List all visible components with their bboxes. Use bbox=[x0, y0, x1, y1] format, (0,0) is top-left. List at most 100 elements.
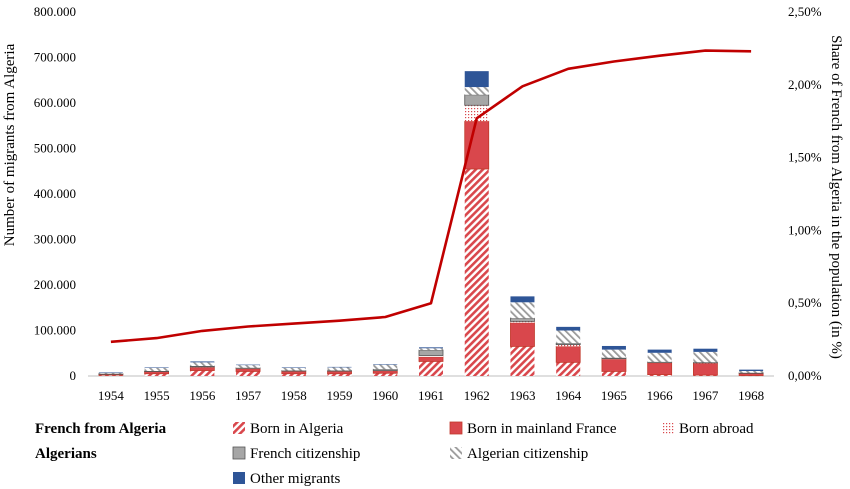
bar-segment-algerian-citizenship bbox=[373, 364, 398, 370]
y2-axis-ticks: 0,00% 0,50% 1,00% 1,50% 2,00% 2,50% bbox=[788, 4, 822, 383]
y-tick-label: 700.000 bbox=[34, 50, 76, 65]
x-tick-label: 1963 bbox=[509, 388, 535, 403]
bar-segment-born-in-mainland-france bbox=[372, 370, 398, 374]
bar-segment-french-citizenship bbox=[235, 367, 261, 369]
y2-tick-label: 0,00% bbox=[788, 368, 822, 383]
bar-segment-algerian-citizenship bbox=[693, 351, 718, 363]
x-tick-label: 1965 bbox=[601, 388, 627, 403]
bar-segment-born-abroad bbox=[464, 105, 489, 122]
y-tick-label: 200.000 bbox=[34, 277, 76, 292]
bar-segment-born-in-mainland-france bbox=[693, 362, 718, 376]
bar-segment-other-migrants bbox=[464, 71, 489, 88]
x-tick-label: 1967 bbox=[692, 388, 719, 403]
bar-segment-other-migrants bbox=[647, 349, 672, 353]
legend: French from Algeria Algerians Born in Al… bbox=[35, 421, 754, 487]
x-tick-label: 1968 bbox=[738, 388, 764, 403]
legend-label-other-migrants: Other migrants bbox=[250, 471, 341, 487]
legend-swatch-born-abroad bbox=[662, 422, 674, 434]
legend-label-french-citizenship: French citizenship bbox=[250, 446, 360, 462]
bar-segment-other-migrants bbox=[281, 367, 306, 368]
share-line bbox=[110, 49, 752, 344]
x-axis-ticks: 1954 1955 1956 1957 1958 1959 1960 1961 1962 1963… bbox=[98, 388, 764, 403]
bar-segment-other-migrants bbox=[601, 345, 626, 350]
y-tick-label: 600.000 bbox=[34, 95, 76, 110]
y2-tick-label: 1,50% bbox=[788, 150, 822, 165]
bar-segment-french-citizenship bbox=[281, 370, 307, 372]
x-tick-label: 1954 bbox=[98, 388, 125, 403]
bar-segment-other-migrants bbox=[327, 366, 352, 368]
x-tick-label: 1959 bbox=[327, 388, 353, 403]
bar-segment-french-citizenship bbox=[372, 368, 398, 371]
y-tick-label: 300.000 bbox=[34, 232, 76, 247]
bar-segment-born-in-algeria bbox=[144, 373, 169, 376]
legend-swatch-born-in-algeria bbox=[233, 422, 245, 434]
bar-segment-french-citizenship bbox=[693, 361, 718, 364]
bar-segment-french-citizenship bbox=[327, 370, 352, 372]
bar-segment-algerian-citizenship bbox=[601, 349, 626, 358]
bar-segment-french-citizenship bbox=[418, 349, 444, 356]
y-tick-label: 100.000 bbox=[34, 323, 76, 338]
bar-segment-algerian-citizenship bbox=[327, 367, 352, 371]
y-axis-title: Number of migrants from Algeria bbox=[2, 43, 18, 246]
bar-segment-other-migrants bbox=[190, 361, 215, 363]
y-tick-label: 500.000 bbox=[34, 141, 76, 156]
y2-tick-label: 0,50% bbox=[788, 295, 822, 310]
bar-segment-born-in-algeria bbox=[281, 373, 306, 376]
legend-label-born-in-mainland-france: Born in mainland France bbox=[467, 421, 617, 437]
bar-segment-algerian-citizenship bbox=[464, 87, 489, 95]
bar-segment-born-in-algeria bbox=[693, 375, 718, 376]
legend-swatch-other-migrants bbox=[233, 472, 245, 484]
bar-segment-algerian-citizenship bbox=[510, 302, 535, 319]
bar-segment-french-citizenship bbox=[555, 342, 581, 346]
legend-label-algerian-citizenship: Algerian citizenship bbox=[467, 446, 588, 462]
x-tick-label: 1961 bbox=[418, 388, 444, 403]
bar-segment-other-migrants bbox=[693, 348, 718, 352]
bar-segment-other-migrants bbox=[144, 367, 169, 368]
bar-segment-born-abroad bbox=[419, 355, 443, 357]
bars bbox=[98, 71, 764, 377]
share-line-layer bbox=[110, 49, 752, 344]
bar-segment-french-citizenship bbox=[144, 370, 170, 372]
bar-segment-algerian-citizenship bbox=[190, 362, 215, 366]
bar-segment-other-migrants bbox=[556, 326, 581, 331]
bar-segment-born-in-algeria bbox=[510, 346, 535, 376]
bar-segment-algerian-citizenship bbox=[556, 330, 581, 344]
x-tick-label: 1964 bbox=[555, 388, 582, 403]
bar-segment-born-in-algeria bbox=[236, 371, 261, 376]
y-tick-label: 0 bbox=[70, 368, 77, 383]
bar-segment-born-abroad bbox=[510, 321, 535, 323]
bar-segment-algerian-citizenship bbox=[419, 348, 443, 351]
bar-segment-born-in-mainland-france bbox=[510, 322, 535, 347]
y-axis-ticks: 0 100.000 200.000 300.000 400.000 500.000 600.… bbox=[34, 4, 76, 383]
y-tick-label: 400.000 bbox=[34, 186, 76, 201]
bar-segment-born-in-mainland-france bbox=[327, 371, 352, 375]
legend-group-french-from-algeria: French from Algeria bbox=[35, 421, 167, 437]
bar-segment-algerian-citizenship bbox=[647, 352, 672, 362]
bar-segment-french-citizenship bbox=[647, 361, 673, 363]
x-tick-label: 1957 bbox=[235, 388, 262, 403]
bar-segment-born-in-algeria bbox=[327, 373, 352, 376]
bar-segment-algerian-citizenship bbox=[281, 367, 306, 371]
bar-segment-french-citizenship bbox=[601, 357, 627, 360]
bar-segment-algerian-citizenship bbox=[739, 370, 764, 373]
legend-swatch-algerian-citizenship bbox=[450, 447, 462, 459]
bar-segment-born-in-mainland-france bbox=[601, 358, 627, 372]
x-tick-label: 1962 bbox=[464, 388, 490, 403]
bar-segment-born-in-algeria bbox=[190, 370, 215, 376]
y2-tick-label: 2,50% bbox=[788, 4, 822, 19]
bar-segment-born-in-algeria bbox=[647, 374, 672, 376]
bar-segment-french-citizenship bbox=[510, 317, 535, 322]
x-tick-label: 1960 bbox=[372, 388, 398, 403]
bar-segment-born-in-algeria bbox=[556, 362, 581, 376]
y2-axis-title: Share of French from Algeria in the popu… bbox=[828, 35, 844, 359]
bar-segment-other-migrants bbox=[510, 296, 535, 303]
bar-segment-french-citizenship bbox=[464, 94, 490, 106]
y2-tick-label: 2,00% bbox=[788, 77, 822, 92]
bar-segment-algerian-citizenship bbox=[236, 365, 261, 368]
bar-segment-born-in-algeria bbox=[419, 361, 443, 376]
bar-segment-born-in-mainland-france bbox=[189, 366, 215, 371]
bar-segment-born-in-mainland-france bbox=[555, 346, 581, 363]
bar-segment-born-in-mainland-france bbox=[235, 368, 261, 372]
bar-segment-other-migrants bbox=[373, 364, 398, 365]
